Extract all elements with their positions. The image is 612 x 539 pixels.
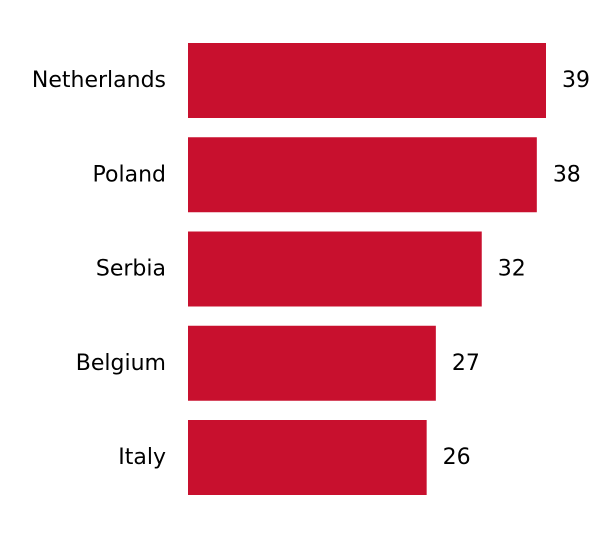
value-label-serbia: 32: [498, 257, 526, 282]
category-label-belgium: Belgium: [76, 351, 166, 376]
value-label-italy: 26: [443, 445, 471, 470]
bar-belgium: [188, 326, 436, 401]
value-label-poland: 38: [553, 162, 581, 187]
category-label-netherlands: Netherlands: [32, 68, 166, 93]
value-label-netherlands: 39: [562, 68, 590, 93]
bar-italy: [188, 420, 427, 495]
value-label-belgium: 27: [452, 351, 480, 376]
category-label-poland: Poland: [93, 162, 166, 187]
bar-poland: [188, 137, 537, 212]
category-labels-group: Netherlands Poland Serbia Belgium Italy: [32, 68, 166, 470]
bar-serbia: [188, 232, 482, 307]
bars-group: [188, 43, 546, 495]
category-label-serbia: Serbia: [96, 257, 166, 282]
bar-netherlands: [188, 43, 546, 118]
category-label-italy: Italy: [118, 445, 166, 470]
